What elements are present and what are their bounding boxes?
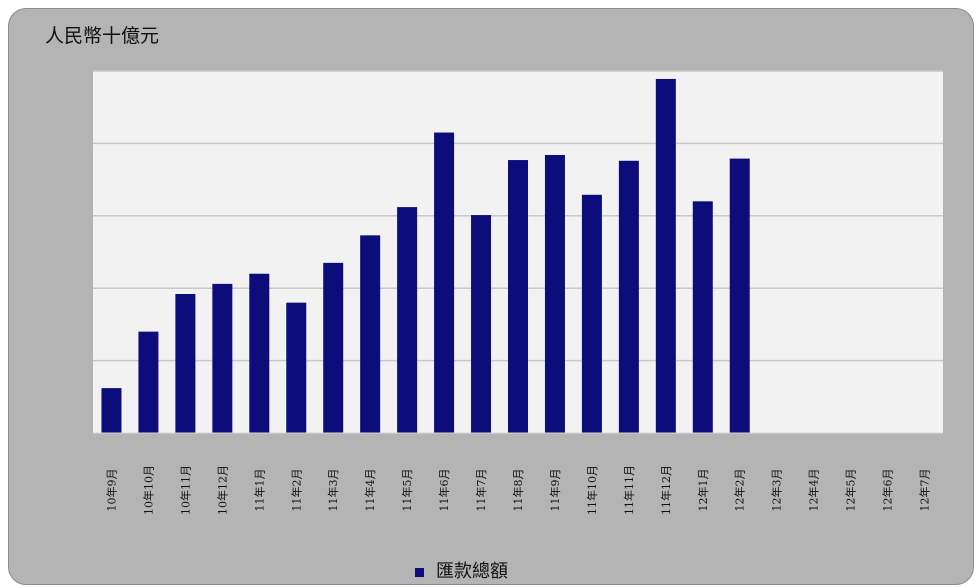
legend: 匯款總額 bbox=[415, 557, 508, 583]
x-tick-label: 11年9月 bbox=[548, 469, 562, 512]
chart-frame: 人民幣十億元 10年9月 10年10月 10年11月 10年12月 11年1月 11年2月… bbox=[8, 8, 974, 585]
bar-chart: 10年9月 10年10月 10年11月 10年12月 11年1月 11年2月 11年3月 11… bbox=[93, 70, 943, 515]
bar bbox=[618, 160, 639, 433]
bar bbox=[323, 262, 344, 433]
bar bbox=[544, 154, 565, 433]
x-tick-label: 12年1月 bbox=[696, 469, 710, 512]
x-tick-label: 10年12月 bbox=[215, 465, 229, 515]
bar bbox=[249, 273, 270, 433]
x-tick-label: 11年10月 bbox=[585, 465, 599, 515]
x-tick-label: 12年5月 bbox=[844, 469, 858, 512]
bar bbox=[729, 158, 750, 433]
legend-label: 匯款總額 bbox=[436, 561, 508, 582]
bar bbox=[508, 160, 528, 433]
bar bbox=[138, 331, 159, 433]
x-tick-label: 12年7月 bbox=[918, 469, 932, 512]
x-tick-label: 12年4月 bbox=[807, 469, 821, 512]
bar bbox=[286, 302, 307, 433]
y-axis-unit-label: 人民幣十億元 bbox=[45, 25, 160, 47]
x-tick-label: 11年4月 bbox=[363, 469, 377, 512]
legend-swatch bbox=[415, 567, 424, 577]
x-tick-label: 10年9月 bbox=[104, 469, 118, 512]
bar bbox=[581, 194, 602, 433]
x-tick-label: 11年12月 bbox=[659, 465, 673, 515]
x-tick-label: 10年10月 bbox=[141, 465, 155, 515]
x-tick-label: 11年5月 bbox=[400, 469, 414, 512]
x-tick-label: 11年11月 bbox=[622, 465, 636, 515]
bar bbox=[175, 293, 196, 433]
x-tick-label: 12年3月 bbox=[770, 469, 784, 512]
x-tick-label: 11年8月 bbox=[511, 469, 525, 512]
x-tick-label: 10年11月 bbox=[178, 465, 192, 515]
bar bbox=[212, 283, 233, 433]
x-tick-label: 12年6月 bbox=[881, 469, 895, 512]
bar bbox=[360, 235, 381, 433]
bar bbox=[434, 132, 455, 433]
bar bbox=[692, 201, 713, 433]
x-tick-label: 11年1月 bbox=[252, 469, 266, 512]
x-tick-label: 11年3月 bbox=[326, 469, 340, 512]
x-tick-label: 12年2月 bbox=[733, 469, 747, 512]
x-tick-label: 11年2月 bbox=[289, 469, 303, 512]
bar bbox=[397, 207, 418, 433]
x-tick-label: 11年7月 bbox=[474, 468, 488, 511]
x-tick-label: 11年6月 bbox=[437, 469, 451, 512]
bar bbox=[101, 388, 122, 433]
bar bbox=[471, 215, 492, 433]
bar bbox=[655, 78, 676, 434]
